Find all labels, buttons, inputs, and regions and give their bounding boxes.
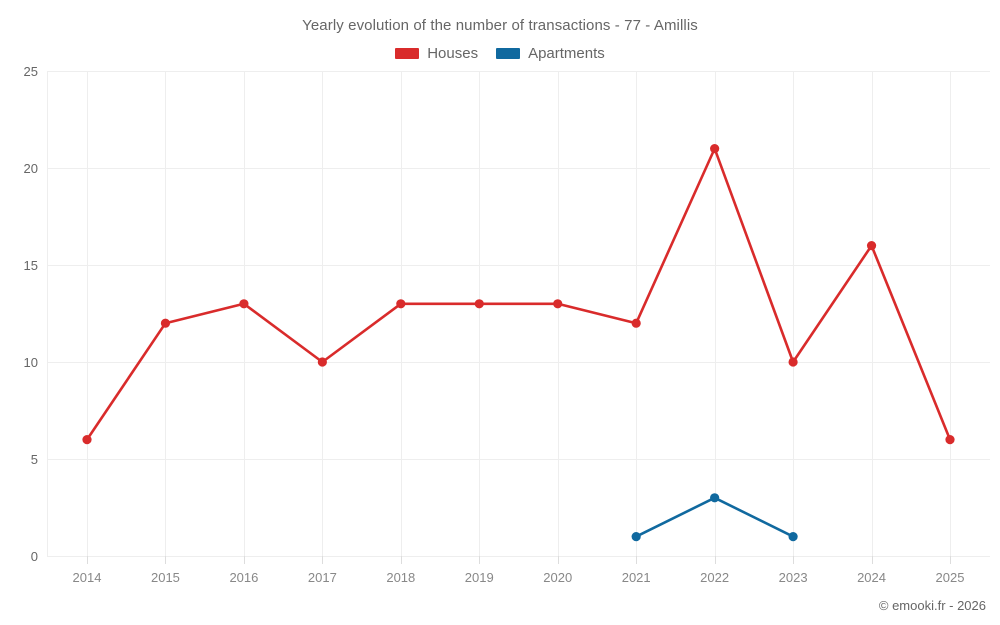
x-axis-tick-marks xyxy=(87,556,951,564)
series-lines xyxy=(85,147,952,538)
y-axis-tick-label: 20 xyxy=(24,161,38,176)
legend-label-houses: Houses xyxy=(427,45,479,62)
horizontal-gridlines xyxy=(47,71,990,557)
y-axis-tick-label: 10 xyxy=(24,355,38,370)
y-axis-tick-label: 25 xyxy=(24,64,38,79)
x-axis-tick-label: 2017 xyxy=(308,570,337,585)
footer-copyright: © emooki.fr - 2026 xyxy=(878,598,986,613)
x-axis-tick-label: 2023 xyxy=(779,570,808,585)
data-point-houses[interactable] xyxy=(82,435,92,445)
x-axis-tick-label: 2022 xyxy=(700,570,729,585)
data-point-houses[interactable] xyxy=(710,144,720,154)
data-point-houses[interactable] xyxy=(396,299,406,309)
x-axis-tick-label: 2024 xyxy=(857,570,886,585)
legend-swatch-houses xyxy=(395,48,420,59)
data-point-houses[interactable] xyxy=(788,357,798,367)
y-axis-tick-labels: 0 5 10 15 20 25 xyxy=(24,64,38,564)
legend-swatch-apartments xyxy=(496,48,521,59)
legend-item-apartments[interactable]: Apartments xyxy=(496,45,605,62)
x-axis-tick-label: 2020 xyxy=(543,570,572,585)
x-axis-tick-label: 2014 xyxy=(73,570,102,585)
chart-legend: Houses Apartments xyxy=(0,45,1000,62)
data-point-houses[interactable] xyxy=(474,299,484,309)
data-point-apartments[interactable] xyxy=(710,493,720,503)
x-axis-tick-label: 2019 xyxy=(465,570,494,585)
x-axis-tick-label: 2016 xyxy=(229,570,258,585)
data-point-apartments[interactable] xyxy=(788,532,798,542)
series-line-apartments xyxy=(634,496,795,538)
x-axis-tick-label: 2018 xyxy=(386,570,415,585)
x-axis-tick-label: 2021 xyxy=(622,570,651,585)
data-point-houses[interactable] xyxy=(631,318,641,328)
series-line-houses xyxy=(85,147,952,441)
chart-title: Yearly evolution of the number of transa… xyxy=(302,17,698,34)
x-axis-tick-label: 2025 xyxy=(936,570,965,585)
data-point-houses[interactable] xyxy=(945,435,955,445)
data-point-houses[interactable] xyxy=(553,299,563,309)
legend-item-houses[interactable]: Houses xyxy=(395,45,478,62)
series-data-points xyxy=(82,144,955,542)
y-axis-tick-label: 5 xyxy=(31,452,38,467)
y-axis-tick-label: 15 xyxy=(24,258,38,273)
x-axis-tick-label: 2015 xyxy=(151,570,180,585)
data-point-apartments[interactable] xyxy=(631,532,641,542)
y-axis-tick-label: 0 xyxy=(31,549,38,564)
data-point-houses[interactable] xyxy=(239,299,249,309)
x-axis-tick-labels: 2014 2015 2016 2017 2018 2019 2020 2021 2022 2023… xyxy=(73,570,965,585)
vertical-gridlines xyxy=(87,71,951,556)
legend-label-apartments: Apartments xyxy=(528,45,605,62)
data-point-houses[interactable] xyxy=(160,318,171,328)
data-point-houses[interactable] xyxy=(317,357,327,367)
data-point-houses[interactable] xyxy=(866,241,877,251)
